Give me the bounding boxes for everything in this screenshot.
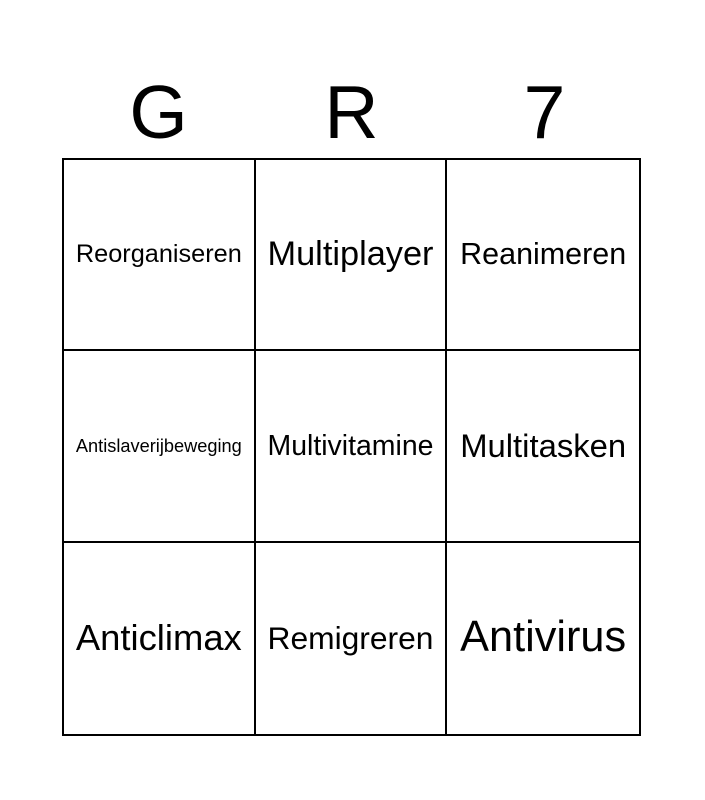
cell-label: Reanimeren xyxy=(460,237,627,272)
bingo-cell-r2c2[interactable]: Multivitamine xyxy=(255,351,448,543)
bingo-cell-r2c3[interactable]: Multitasken xyxy=(447,351,639,543)
bingo-cell-r1c1[interactable]: Reorganiseren xyxy=(64,160,256,352)
title-letter-7: 7 xyxy=(523,70,566,154)
cell-label: Anticlimax xyxy=(75,617,242,659)
bingo-grid: Reorganiseren Multiplayer Reanimeren Ant… xyxy=(62,158,641,736)
cell-label: Reorganiseren xyxy=(75,240,242,269)
bingo-cell-r1c2[interactable]: Multiplayer xyxy=(255,160,448,352)
bingo-cell-r2c1[interactable]: Antislaverijbeweging xyxy=(64,351,256,543)
cell-label: Antivirus xyxy=(460,613,627,662)
cell-label: Multivitamine xyxy=(267,429,434,462)
bingo-cell-r3c1[interactable]: Anticlimax xyxy=(64,542,256,734)
cell-label: Antislaverijbeweging xyxy=(75,435,242,456)
cell-label: Remigreren xyxy=(267,620,434,657)
bingo-cell-r1c3[interactable]: Reanimeren xyxy=(447,160,639,352)
title-letter-r: R xyxy=(324,70,379,154)
card-title: G R 7 xyxy=(62,72,641,152)
cell-label: Multitasken xyxy=(460,427,627,465)
bingo-cell-r3c2[interactable]: Remigreren xyxy=(255,542,448,734)
title-letter-g: G xyxy=(129,70,188,154)
cell-label: Multiplayer xyxy=(267,234,434,273)
bingo-cell-r3c3[interactable]: Antivirus xyxy=(447,542,639,734)
